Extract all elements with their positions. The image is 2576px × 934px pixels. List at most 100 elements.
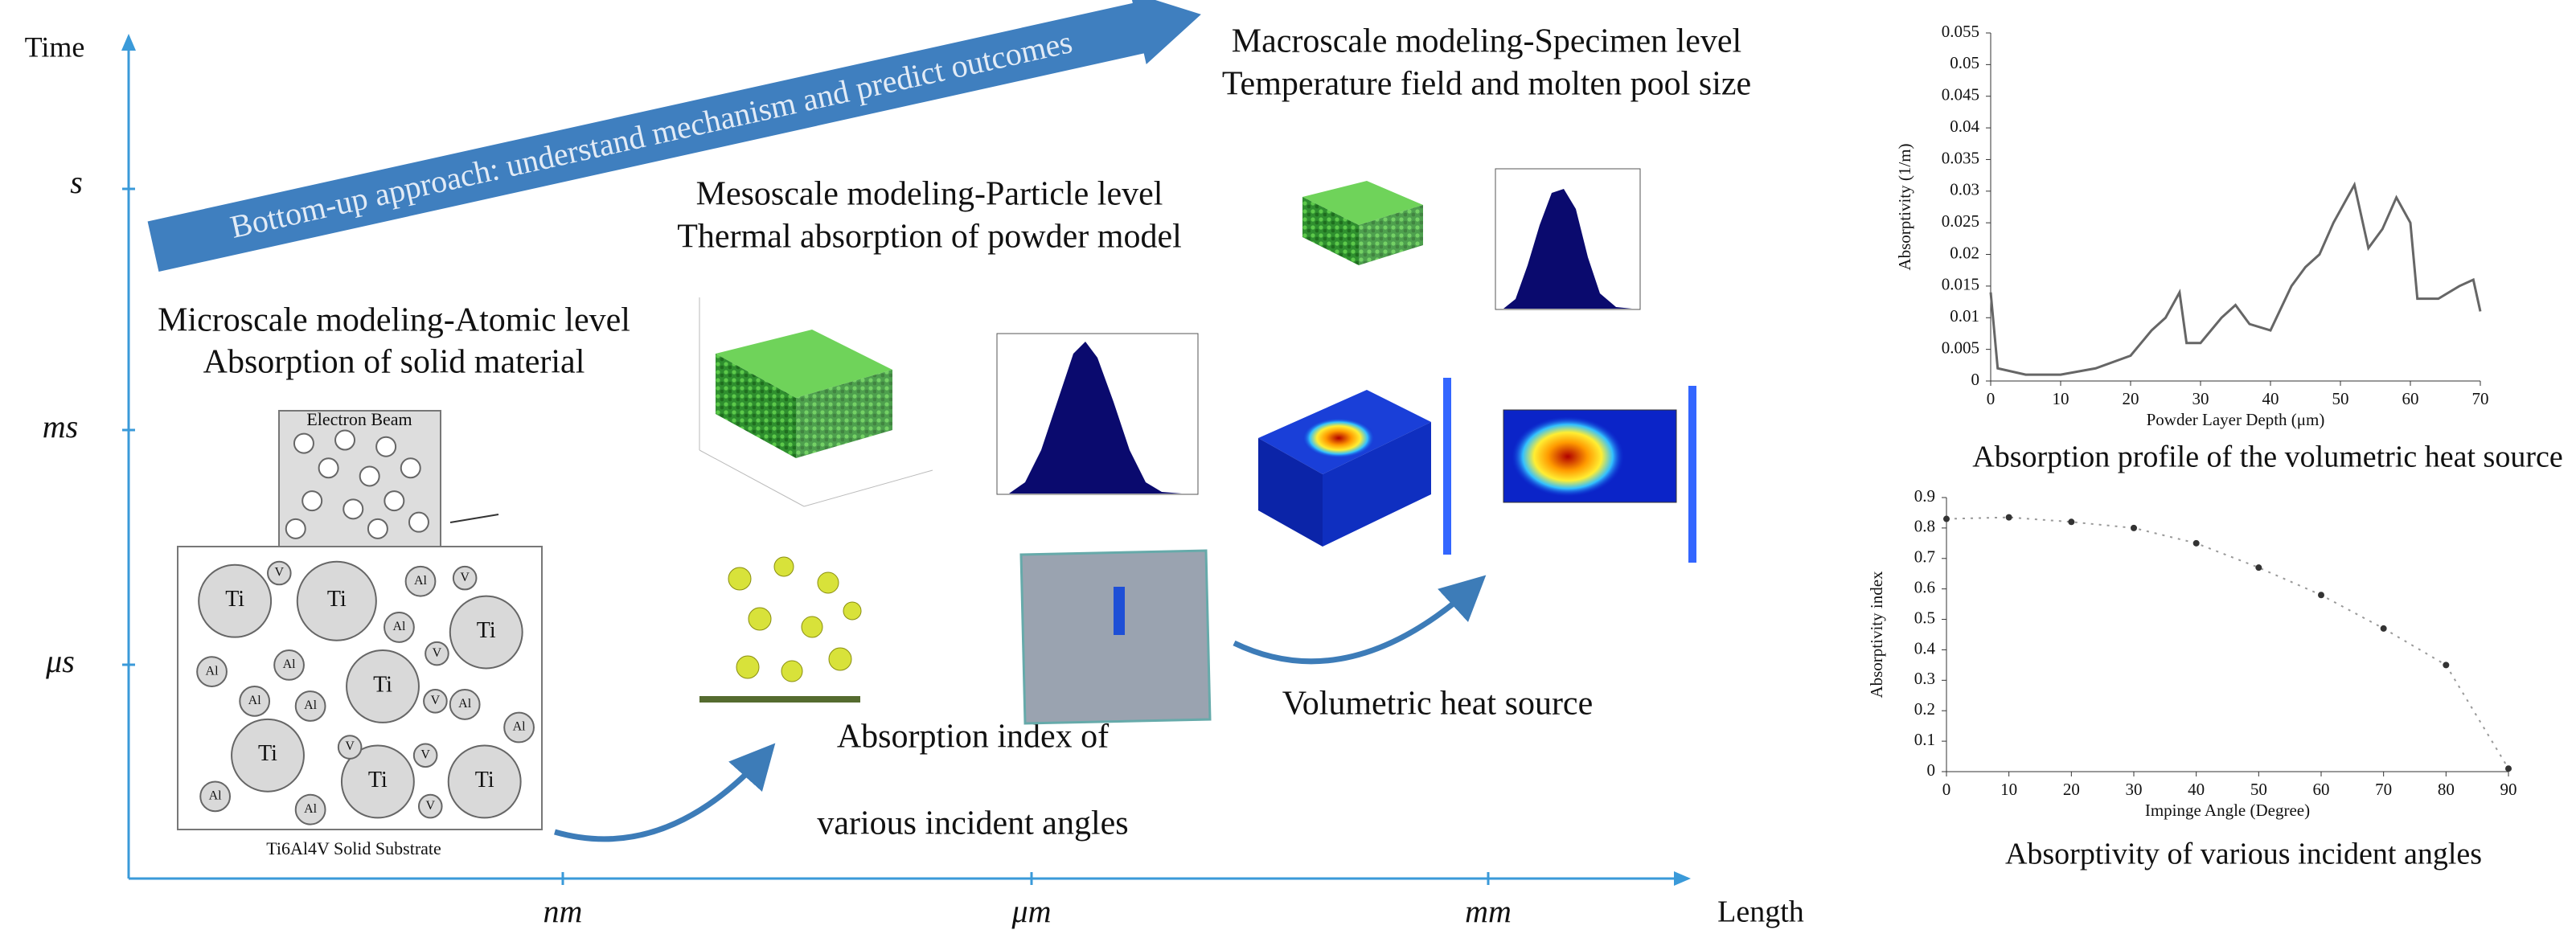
x-tick-label: 70 — [2472, 389, 2489, 408]
x-axis-label: Length — [1717, 895, 1804, 929]
y-tick-label: 0.8 — [1914, 517, 1935, 536]
y-tick-label: 0.005 — [1942, 338, 1979, 357]
atom-label: Ti — [477, 618, 496, 643]
data-point — [2381, 625, 2387, 632]
x-tick-label: 80 — [2438, 780, 2455, 799]
y-tick-label: 0.02 — [1950, 243, 1979, 262]
atom-label: Al — [206, 664, 219, 678]
y-tick-label: 0.5 — [1914, 608, 1935, 627]
powder-bed-image — [699, 297, 933, 506]
atom-label: V — [420, 748, 430, 761]
atom-label: Al — [414, 574, 428, 588]
data-point — [2068, 518, 2074, 525]
data-point — [2255, 564, 2262, 571]
heat-map-2d — [1503, 386, 1696, 563]
atom-label: Ti — [225, 587, 244, 612]
beam-particle — [343, 499, 363, 518]
x-tick-label: 70 — [2375, 780, 2392, 799]
substrate-label: Ti6Al4V Solid Substrate — [266, 838, 441, 858]
data-point — [1943, 516, 1950, 522]
x-tick-label: 60 — [2402, 389, 2419, 408]
y-tick-label: ms — [43, 408, 78, 444]
x-tick-label: μm — [1011, 893, 1052, 929]
histogram-image — [997, 334, 1198, 494]
data-point — [2443, 662, 2449, 668]
beam-particle — [335, 431, 355, 450]
x-tick-label: mm — [1465, 893, 1512, 929]
x-tick-label: 60 — [2313, 780, 2330, 799]
y-tick-label: 0.025 — [1942, 211, 1979, 231]
y-tick-label: 0.6 — [1914, 577, 1935, 596]
y-tick-label: 0 — [1927, 760, 1936, 780]
surface-image — [1021, 551, 1210, 723]
y-tick-label: 0 — [1971, 370, 1980, 389]
atom-label: Al — [283, 657, 297, 671]
x-tick-label: nm — [544, 893, 583, 929]
y-tick-label: 0.015 — [1942, 275, 1979, 294]
chart-caption: Absorption profile of the volumetric hea… — [1972, 440, 2562, 474]
micro-subtitle: Absorption of solid material — [203, 344, 585, 381]
y-tick-label: 0.9 — [1914, 486, 1935, 506]
x-tick-label: 30 — [2192, 389, 2209, 408]
atom-label: Al — [209, 789, 223, 803]
y-tick-label: 0.01 — [1950, 306, 1979, 326]
flow-arrow — [1234, 583, 1478, 662]
atom-label: V — [275, 566, 285, 580]
x-tick-label: 20 — [2123, 389, 2139, 408]
meso-title: Mesoscale modeling-Particle level — [696, 176, 1163, 213]
y-tick-label: 0.2 — [1914, 699, 1935, 719]
atom-label: Al — [304, 802, 318, 816]
data-point — [2505, 765, 2512, 772]
atomic-schematic: Electron Beam Ti6Al4V Solid Substrate Ti… — [178, 409, 542, 858]
y-tick-label: s — [70, 164, 83, 200]
atom-label: Ti — [327, 587, 347, 612]
data-point — [2318, 592, 2324, 598]
beam-particle — [294, 434, 314, 453]
y-tick-label: 0.3 — [1914, 669, 1935, 688]
incidence-schematic — [699, 557, 861, 699]
atom-label: Ti — [475, 768, 494, 793]
beam-particle — [376, 437, 396, 457]
x-tick-label: 50 — [2332, 389, 2349, 408]
trend-line — [1946, 518, 2508, 769]
data-point — [2006, 514, 2012, 521]
y-tick-label: 0.05 — [1950, 53, 1979, 72]
atom-label: V — [460, 571, 470, 584]
x-tick-label: 40 — [2188, 780, 2205, 799]
y-axis-title: Absorptivity (1/m) — [1895, 143, 1914, 270]
specimen-image — [1302, 181, 1423, 265]
y-tick-label: 0.035 — [1942, 148, 1979, 167]
atom-label: V — [433, 646, 442, 660]
data-line — [1991, 185, 2480, 375]
beam-particle — [302, 491, 322, 510]
atom-label: Al — [392, 620, 406, 633]
atom-label: Ti — [258, 741, 277, 766]
histogram-image — [1495, 169, 1640, 309]
meso-subtitle: Thermal absorption of powder model — [677, 219, 1182, 256]
flow-arrow — [555, 752, 768, 839]
atom-label: Al — [248, 694, 262, 707]
beam-particle — [286, 519, 306, 539]
y-axis-label: Time — [25, 31, 85, 63]
y-tick-label: 0.03 — [1950, 180, 1979, 199]
data-point — [2193, 540, 2200, 547]
x-tick-label: 0 — [1942, 780, 1951, 799]
atom-label: Al — [304, 698, 318, 712]
y-tick-label: 0.1 — [1914, 730, 1935, 749]
x-axis-title: Impinge Angle (Degree) — [2145, 801, 2310, 820]
y-tick-label: 0.4 — [1914, 638, 1936, 657]
x-tick-label: 90 — [2500, 780, 2517, 799]
atom-label: Al — [458, 697, 472, 711]
beam-ray — [450, 514, 498, 522]
beam-particle — [384, 491, 404, 510]
y-tick-label: 0.7 — [1914, 547, 1935, 567]
chart-caption: Absorptivity of various incident angles — [2005, 838, 2482, 871]
macro-title: Macroscale modeling-Specimen level — [1232, 23, 1741, 60]
atom-label: V — [345, 739, 355, 753]
x-tick-label: 10 — [2000, 780, 2017, 799]
beam-particle — [368, 519, 388, 539]
data-point — [2131, 525, 2137, 531]
x-tick-label: 20 — [2063, 780, 2080, 799]
beam-particle — [409, 513, 429, 532]
x-tick-label: 40 — [2262, 389, 2279, 408]
